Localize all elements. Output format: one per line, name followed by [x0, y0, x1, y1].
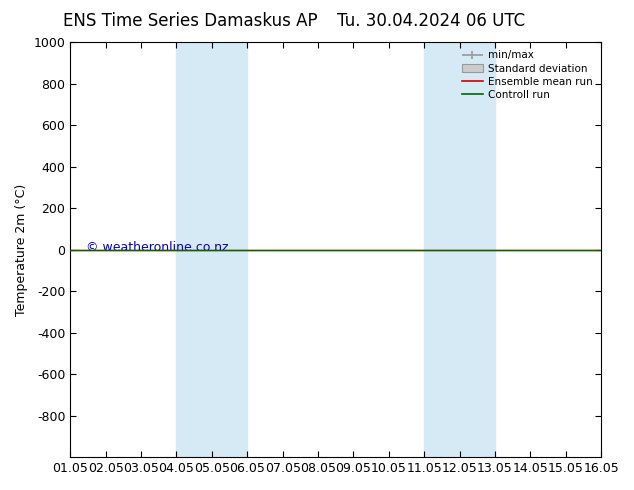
Legend: min/max, Standard deviation, Ensemble mean run, Controll run: min/max, Standard deviation, Ensemble me…	[459, 47, 596, 103]
Text: ENS Time Series Damaskus AP: ENS Time Series Damaskus AP	[63, 12, 318, 30]
Y-axis label: Temperature 2m (°C): Temperature 2m (°C)	[15, 183, 28, 316]
Bar	[424, 42, 495, 457]
Text: © weatheronline.co.nz: © weatheronline.co.nz	[86, 241, 229, 254]
Text: Tu. 30.04.2024 06 UTC: Tu. 30.04.2024 06 UTC	[337, 12, 525, 30]
Bar	[176, 42, 247, 457]
